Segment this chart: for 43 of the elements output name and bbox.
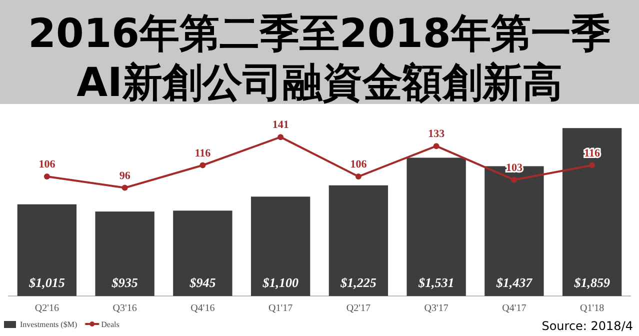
data-label: $1,225	[340, 275, 377, 290]
bar	[17, 204, 77, 296]
x-tick-label: Q3'17	[424, 303, 448, 314]
point	[200, 162, 206, 168]
data-label: $1,015	[28, 275, 66, 290]
bar	[173, 210, 232, 296]
x-tick-label: Q4'17	[502, 303, 526, 314]
point	[433, 143, 440, 150]
chart-title: 2016年第二季至2018年第一季	[28, 11, 611, 57]
point	[122, 184, 128, 191]
data-label: 141	[272, 119, 289, 132]
data-label: $1,100	[262, 275, 299, 290]
x-tick-label: Q2'17	[346, 303, 370, 314]
legend-label: Deals	[101, 320, 120, 329]
bar	[328, 185, 388, 296]
point	[589, 162, 596, 168]
bar	[562, 128, 622, 296]
bar	[406, 158, 466, 296]
x-tick-label: Q4'16	[190, 303, 215, 314]
data-label: 116	[584, 147, 600, 160]
x-tick-label: Q1'17	[268, 303, 293, 314]
bar	[250, 196, 310, 296]
chart-subtitle: AI新創公司融資金額創新高	[76, 60, 562, 106]
bar	[95, 212, 154, 296]
data-label: 133	[428, 128, 446, 140]
data-label: $1,859	[573, 275, 610, 290]
legend-label: Investments ($M)	[20, 320, 78, 329]
x-tick-label: Q3'16	[112, 303, 137, 314]
data-label: $935	[110, 275, 138, 290]
source-note: Source: 2018/4	[542, 319, 633, 333]
x-tick-label: Q2'16	[34, 303, 59, 314]
data-label: 116	[194, 147, 212, 160]
data-label: $1,437	[495, 275, 533, 290]
point	[44, 174, 50, 180]
x-tick-label: Q1'18	[580, 303, 604, 314]
point	[511, 176, 518, 183]
data-label: $945	[188, 275, 216, 290]
data-label: 106	[350, 158, 368, 171]
data-label: $1,531	[417, 275, 454, 290]
data-label: 96	[119, 170, 131, 182]
data-label: 106	[38, 158, 56, 171]
point	[355, 174, 362, 180]
point	[278, 134, 284, 140]
